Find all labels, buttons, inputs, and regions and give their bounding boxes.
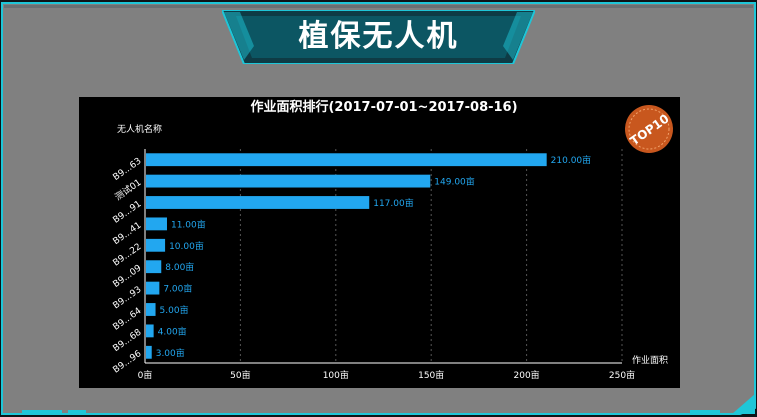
bar-data-label: 4.00亩 xyxy=(158,325,187,337)
bottom-mid-accent xyxy=(68,410,86,414)
category-labels: B9...63测试01B9...91B9...41B9...22B9...09B… xyxy=(112,156,144,375)
bar xyxy=(146,303,156,316)
x-tick-label: 250亩 xyxy=(609,369,635,381)
x-tick-labels: 0亩 50亩 100亩 150亩 200亩 250亩 xyxy=(138,369,635,381)
banner-right-wing xyxy=(503,12,533,60)
chart-title: 作业面积排行(2017-07-01~2017-08-16) xyxy=(250,99,517,115)
bar xyxy=(146,174,431,188)
x-tick-label: 150亩 xyxy=(418,369,444,381)
x-tick-label: 200亩 xyxy=(514,369,540,381)
bar-data-label: 3.00亩 xyxy=(156,347,185,359)
category-label: B9...91 xyxy=(112,199,144,226)
x-axis-label: 作业面积 xyxy=(632,354,668,366)
chart-panel: 作业面积排行(2017-07-01~2017-08-16) 无人机名称 作业面积… xyxy=(79,97,680,388)
y-axis-label: 无人机名称 xyxy=(117,123,162,135)
banner-inner xyxy=(236,16,521,58)
banner-left-wing xyxy=(224,12,254,60)
frame-inner-top-edge xyxy=(4,5,753,8)
x-tick-label: 100亩 xyxy=(323,369,349,381)
bar-data-label: 5.00亩 xyxy=(160,304,189,316)
bottom-right-accent xyxy=(690,410,720,414)
bottom-left-accent xyxy=(22,410,62,414)
bar xyxy=(146,281,160,295)
top10-badge-icon: TOP10 xyxy=(625,105,673,153)
bar-data-label: 8.00亩 xyxy=(165,261,194,273)
bar xyxy=(146,345,152,359)
x-tick-label: 0亩 xyxy=(138,369,153,381)
bar-data-label: 117.00亩 xyxy=(373,197,414,209)
bar-series: 210.00亩 149.00亩 117.00亩 11.00亩 10.00亩 8.00亩 7.… xyxy=(146,153,591,359)
bar xyxy=(146,196,370,209)
bar-data-label: 210.00亩 xyxy=(551,154,592,166)
title-banner xyxy=(222,10,535,64)
bar-data-label: 149.00亩 xyxy=(434,176,475,188)
bar xyxy=(146,217,167,231)
x-tick-label: 50亩 xyxy=(230,369,250,381)
area-ranking-chart: 作业面积排行(2017-07-01~2017-08-16) 无人机名称 作业面积… xyxy=(112,99,668,381)
bar-data-label: 7.00亩 xyxy=(163,283,192,295)
bar xyxy=(146,153,547,167)
bar-data-label: 10.00亩 xyxy=(169,240,204,252)
category-label: B9...63 xyxy=(112,156,144,183)
page-title: 植保无人机 xyxy=(298,19,459,54)
bar xyxy=(146,238,166,252)
corner-accent-bottom-right xyxy=(732,394,755,414)
bar xyxy=(146,260,162,274)
bar xyxy=(146,324,154,338)
bar-data-label: 11.00亩 xyxy=(171,218,206,230)
